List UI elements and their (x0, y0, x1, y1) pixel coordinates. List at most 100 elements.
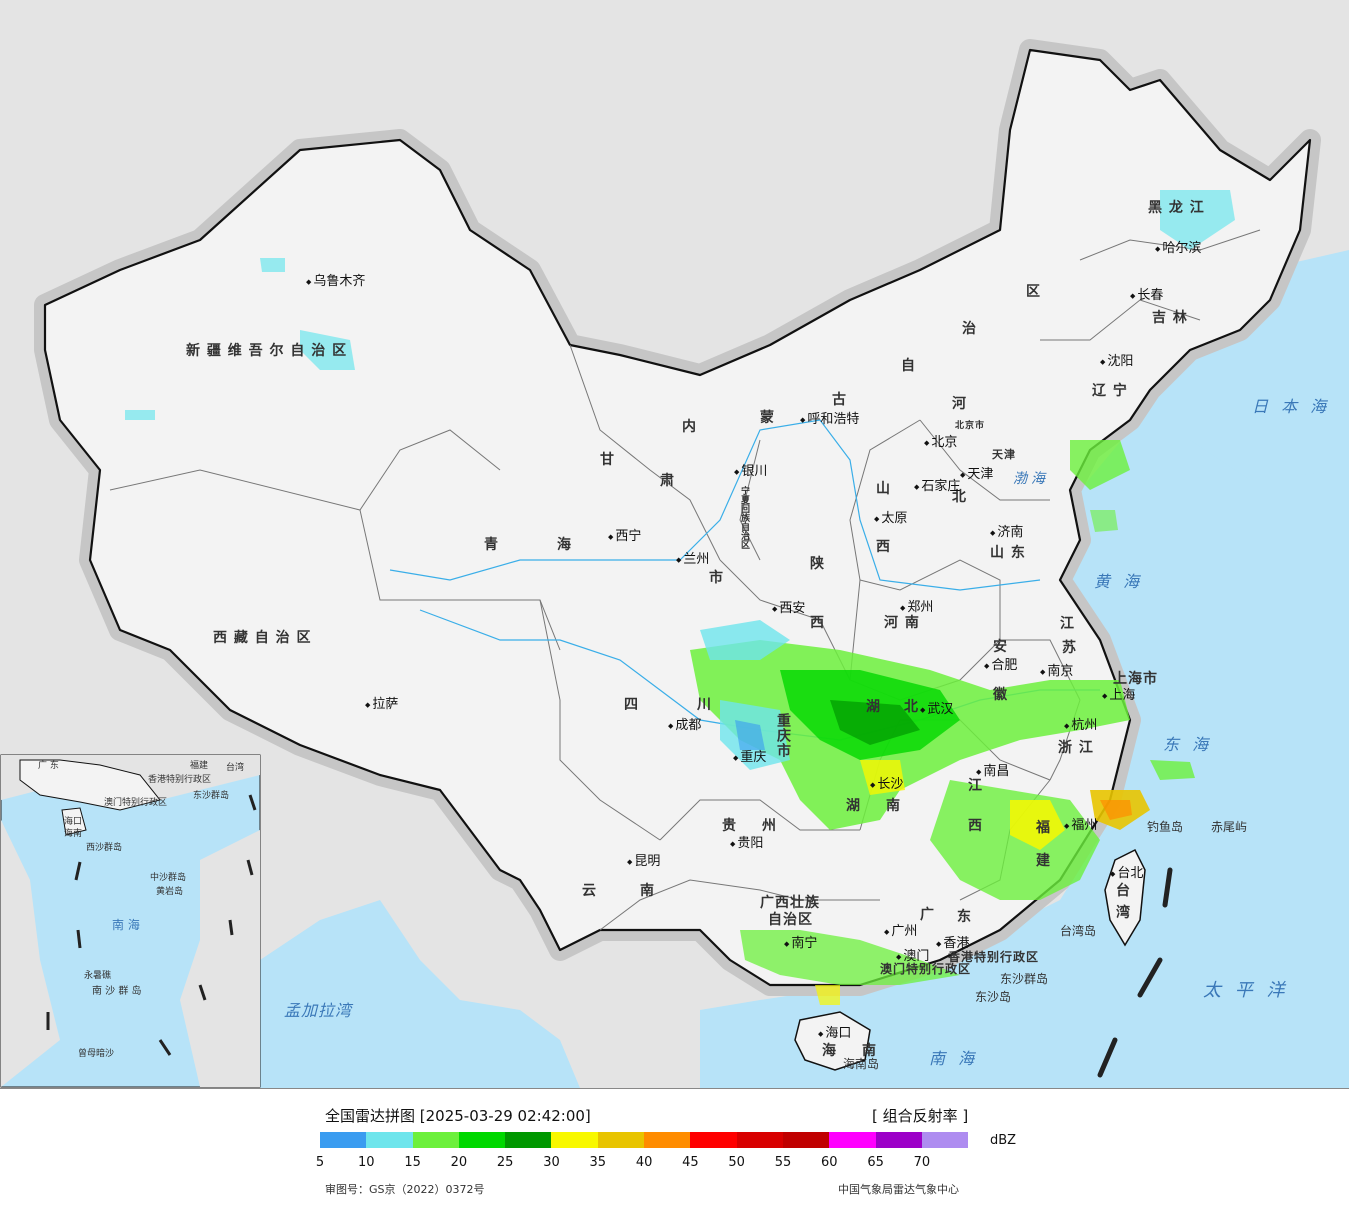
inset-yongshu: 永暑礁 (84, 971, 112, 981)
sea-bohai: 渤海 (1013, 471, 1049, 487)
city-harbin: 哈尔滨 (1155, 237, 1201, 256)
province-shanxi-2: 西 (876, 539, 891, 555)
city-fuzhou: 福州 (1064, 814, 1097, 833)
province-hunan-1: 湖 (846, 798, 861, 814)
province-guizhou-1: 贵 (722, 818, 737, 834)
legend-review-number: 审图号：GS京（2022）0372号 (325, 1183, 485, 1196)
island-dongshaqundao: 东沙群岛 (1000, 972, 1049, 986)
city-macau: 澳门 (896, 945, 929, 964)
province-jiangsu-1: 江 (1060, 616, 1075, 632)
province-shaanxi-2: 西 (810, 615, 825, 631)
island-diaoyudao: 钓鱼岛 (1147, 820, 1184, 834)
city-xian: 西安 (772, 597, 805, 616)
city-hohhot: 呼和浩特 (800, 408, 859, 427)
island-dongshadao: 东沙岛 (975, 990, 1012, 1004)
legend-tick-11: 60 (821, 1155, 838, 1170)
province-nmg-1: 内 (682, 419, 697, 435)
sea-nanhai: 南 海 (929, 1049, 979, 1068)
sea-donghai: 东 海 (1163, 735, 1213, 754)
legend-tick-9: 50 (728, 1155, 745, 1170)
legend-swatch-5 (551, 1132, 598, 1148)
inset-guangdong: 广 东 (38, 761, 59, 771)
island-taiwandao: 台湾岛 (1060, 924, 1097, 938)
island-hainandao: 海南岛 (843, 1057, 880, 1071)
province-hunan-2: 南 (886, 798, 901, 814)
map-labels: #labels span { position:absolute; white-… (0, 0, 1349, 1088)
city-nanchang: 南昌 (976, 760, 1009, 779)
province-gansu-2: 肃 (660, 473, 675, 489)
city-changchun: 长春 (1130, 284, 1163, 303)
province-qinghai-1: 青 (484, 537, 499, 553)
city-kunming: 昆明 (627, 850, 660, 869)
province-macau: 澳门特别行政区 (880, 962, 972, 976)
province-henan: 河 南 (884, 615, 920, 631)
city-guiyang: 贵阳 (730, 832, 763, 851)
province-nmg-3: 古 (832, 392, 847, 408)
legend-swatch-7 (644, 1132, 691, 1148)
inset-hainan: 海南 (64, 829, 83, 839)
legend-title: 全国雷达拼图 [2025-03-29 02:42:00] (325, 1107, 591, 1125)
sea-huanghai: 黄 海 (1094, 572, 1144, 591)
province-beijing: 北京市 (955, 421, 986, 431)
city-haikou: 海口 (818, 1022, 851, 1041)
province-tianjin: 天津 (992, 448, 1016, 461)
sea-bengal: 孟加拉湾 (284, 1001, 353, 1020)
city-changsha: 长沙 (870, 773, 903, 792)
city-xining: 西宁 (608, 525, 641, 544)
province-sichuan-2: 川 (697, 697, 712, 713)
inset-fujian: 福建 (190, 761, 209, 771)
legend-swatch-9 (736, 1132, 783, 1148)
inset-taiwan: 台湾 (226, 763, 245, 773)
city-wuhan: 武汉 (920, 698, 953, 717)
city-nanjing: 南京 (1040, 660, 1073, 679)
province-yunnan-2: 南 (640, 883, 655, 899)
south-china-sea-inset (0, 754, 261, 1088)
city-taiyuan: 太原 (874, 507, 907, 526)
province-fujian-2: 建 (1036, 853, 1051, 869)
province-hainan-2: 南 (862, 1043, 877, 1059)
legend-tick-8: 45 (682, 1155, 699, 1170)
province-liaoning: 辽 宁 (1092, 383, 1128, 399)
province-anhui-1: 安 (993, 639, 1008, 655)
province-gansu-3: 市 (709, 570, 724, 586)
legend-swatch-1 (366, 1132, 413, 1148)
province-guizhou-2: 州 (762, 818, 777, 834)
inset-huangyan: 黄岩岛 (156, 887, 184, 897)
province-jiangxi-2: 西 (968, 818, 983, 834)
province-heilongjiang: 黑 龙 江 (1148, 200, 1205, 216)
province-hk: 香港特别行政区 (948, 950, 1040, 964)
legend-tick-1: 10 (358, 1155, 375, 1170)
province-chongqing: 重庆市 (775, 713, 791, 758)
legend-colorbar (320, 1132, 969, 1148)
legend-tick-10: 55 (774, 1155, 792, 1170)
city-hangzhou: 杭州 (1064, 714, 1097, 733)
legend-tick-2: 15 (404, 1155, 421, 1170)
province-nmg-6: 区 (1026, 284, 1041, 300)
legend-swatch-8 (690, 1132, 737, 1148)
city-lhasa: 拉萨 (365, 693, 398, 712)
radar-echoes (125, 190, 1235, 1005)
legend-swatch-10 (782, 1132, 830, 1148)
province-jiangsu-2: 苏 (1062, 640, 1077, 656)
legend-tick-6: 35 (589, 1155, 607, 1170)
legend-tick-12: 65 (867, 1155, 884, 1170)
province-qinghai-2: 海 (557, 537, 572, 553)
inset-nansha: 南 沙 群 岛 (92, 986, 142, 997)
province-hainan-1: 海 (822, 1043, 837, 1059)
city-guangzhou: 广州 (884, 920, 917, 939)
province-taiwan-2: 湾 (1116, 905, 1131, 921)
province-xinjiang: 新 疆 维 吾 尔 自 治 区 (186, 343, 348, 359)
boundary-dashes (1097, 867, 1173, 1078)
city-lanzhou: 兰州 (676, 548, 709, 567)
city-nanning: 南宁 (784, 932, 817, 951)
sea-pacific: 太 平 洋 (1203, 980, 1289, 1001)
city-shijiazhuang: 石家庄 (914, 475, 960, 494)
legend-tick-3: 20 (450, 1155, 468, 1170)
province-hubei-1: 湖 (866, 699, 881, 715)
inset-dongsha: 东沙群岛 (193, 791, 230, 801)
sea-bengal (260, 900, 580, 1088)
city-chengdu: 成都 (668, 714, 701, 733)
city-shenyang: 沈阳 (1100, 350, 1133, 369)
province-guangxi-1: 广西壮族 (760, 895, 820, 911)
legend-tick-5: 30 (543, 1155, 560, 1170)
